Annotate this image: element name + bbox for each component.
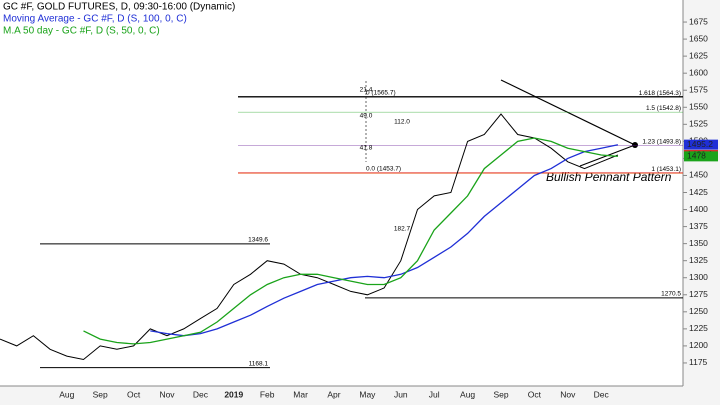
measure-label: 112.0 (394, 119, 410, 126)
x-tick-label: May (359, 389, 376, 399)
x-tick-label: Oct (528, 389, 542, 399)
fib-label: 1 (1453.1) (651, 166, 681, 173)
price-axis-bg (683, 0, 720, 405)
x-tick-label: 2019 (224, 389, 243, 399)
y-tick-label: 1600 (689, 67, 708, 77)
moving-average (83, 137, 618, 345)
pattern-label: Bullish Pennant Pattern (546, 170, 672, 184)
x-tick-label: Sep (493, 389, 508, 399)
time-axis-bg (0, 386, 683, 405)
y-tick-label: 1350 (689, 238, 708, 248)
y-tick-label: 1175 (689, 357, 708, 367)
pennant-apex (632, 142, 638, 148)
y-tick-label: 1325 (689, 255, 708, 265)
x-tick-label: Sep (93, 389, 108, 399)
x-tick-label: Jun (394, 389, 408, 399)
x-tick-label: Mar (293, 389, 308, 399)
fib-base-label: 0.0 (1453.7) (366, 166, 401, 173)
y-tick-label: 1625 (689, 50, 708, 60)
y-tick-label: 1375 (689, 221, 708, 231)
y-tick-label: 1575 (689, 84, 708, 94)
x-tick-label: Feb (260, 389, 275, 399)
y-tick-label: 1225 (689, 323, 708, 333)
y-tick-label: 1275 (689, 289, 708, 299)
y-tick-label: 1400 (689, 204, 708, 214)
ma50-legend: M.A 50 day - GC #F, D (S, 50, 0, C) (3, 26, 160, 37)
y-tick-label: 1675 (689, 16, 708, 26)
measure-label: 182.7 (394, 226, 411, 233)
y-tick-label: 1300 (689, 272, 708, 282)
fib-label: 1.23 (1493.8) (642, 138, 681, 145)
x-tick-label: Nov (560, 389, 576, 399)
measure-label: 41.8 (360, 145, 373, 152)
fib-base-label: 0 (1565.7) (366, 89, 396, 96)
last-price-label: 1495.2 (687, 139, 713, 149)
x-tick-label: Apr (327, 389, 340, 399)
y-tick-label: 1200 (689, 340, 708, 350)
y-tick-label: 1450 (689, 170, 708, 180)
pennant-upper (500, 79, 636, 146)
price-line (0, 113, 619, 361)
level-label: 1349.6 (248, 237, 268, 244)
y-tick-label: 1550 (689, 102, 708, 112)
level-label: 1270.5 (661, 291, 681, 298)
x-tick-label: Dec (594, 389, 610, 399)
x-tick-label: Oct (127, 389, 141, 399)
level-label: 1168.1 (249, 360, 269, 367)
chart-title: GC #F, GOLD FUTURES, D, 09:30-16:00 (Dyn… (3, 2, 235, 13)
last-price-label: 1478 (687, 151, 706, 161)
x-tick-label: Nov (159, 389, 175, 399)
fib-label: 1.618 (1564.3) (639, 90, 681, 97)
x-tick-label: Aug (59, 389, 74, 399)
y-tick-label: 1250 (689, 306, 708, 316)
last-price-box (684, 139, 718, 150)
measure-label: 49.0 (360, 113, 373, 120)
moving-average (150, 144, 619, 337)
x-tick-label: Jul (429, 389, 440, 399)
y-tick-label: 1525 (689, 119, 708, 129)
y-tick-label: 1650 (689, 33, 708, 43)
y-tick-label: 1425 (689, 187, 708, 197)
ma100-legend: Moving Average - GC #F, D (S, 100, 0, C) (3, 14, 187, 25)
x-tick-label: Dec (193, 389, 209, 399)
fib-label: 1.5 (1542.8) (646, 105, 681, 112)
last-price-box (684, 151, 718, 162)
x-tick-label: Aug (460, 389, 475, 399)
